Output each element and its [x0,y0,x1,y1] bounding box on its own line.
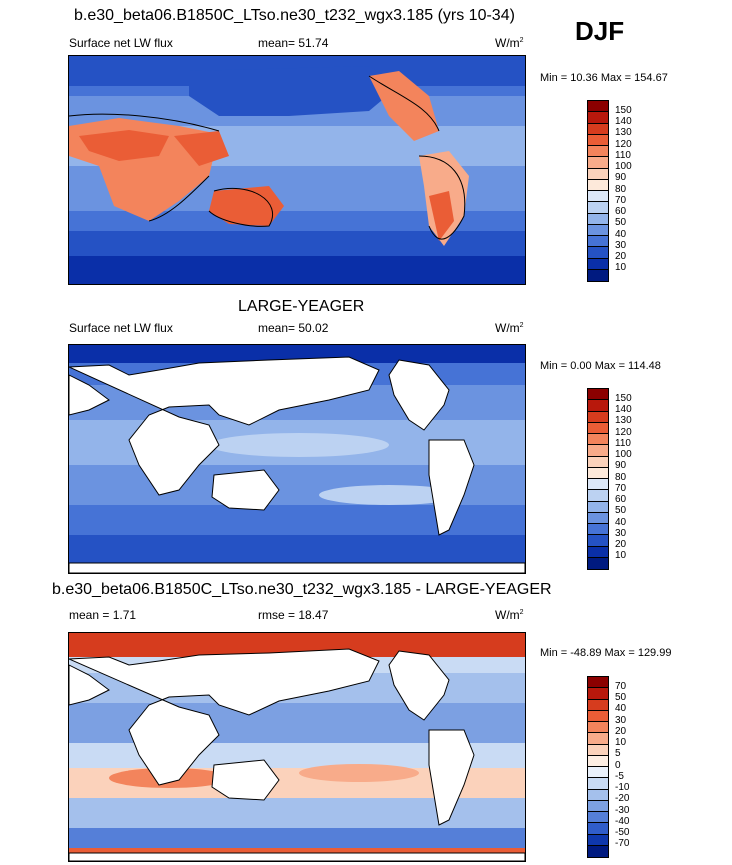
cbar-tick: 100 [615,449,632,460]
cbar-tick: 90 [615,172,627,183]
cbar-tick: 150 [615,393,632,404]
panel2-map [68,344,526,574]
cbar-tick: -10 [615,782,630,793]
cbar-tick: 110 [615,150,631,161]
cbar-tick: -70 [615,838,630,849]
cbar-tick: 10 [615,737,627,748]
cbar-tick: -30 [615,805,630,816]
cbar-tick: -20 [615,793,630,804]
panel1-unit-label: W/m2 [495,36,524,50]
cbar-tick: 30 [615,528,627,539]
panel2-map-svg [69,345,525,573]
cbar-tick: 30 [615,240,627,251]
cbar-tick: 80 [615,184,627,195]
cbar-tick: 70 [615,483,627,494]
cbar-tick: 40 [615,703,627,714]
panel3-colorbar [587,676,609,858]
cbar-tick: 10 [615,262,627,273]
cbar-tick: -5 [615,771,624,782]
panel3-unit-label: W/m2 [495,608,524,622]
cbar-tick: -40 [615,816,630,827]
cbar-tick: 80 [615,472,627,483]
panel3-minmax-label: Min = -48.89 Max = 129.99 [540,647,672,659]
panel3-title: b.e30_beta06.B1850C_LTso.ne30_t232_wgx3.… [52,581,552,598]
panel3-rmse-label: rmse = 18.47 [258,608,329,622]
panel1-variable-label: Surface net LW flux [69,36,173,50]
panel1-map [68,55,526,285]
cbar-tick: 60 [615,494,627,505]
cbar-tick: 60 [615,206,627,217]
panel3-map [68,632,526,862]
cbar-tick: 10 [615,550,627,561]
panel1-title: b.e30_beta06.B1850C_LTso.ne30_t232_wgx3.… [74,7,515,24]
cbar-tick: 110 [615,438,631,449]
panel2-title: LARGE-YEAGER [238,298,365,315]
cbar-tick: 20 [615,251,627,262]
panel1-minmax-label: Min = 10.36 Max = 154.67 [540,72,668,84]
cbar-tick: -50 [615,827,630,838]
season-label: DJF [575,16,625,46]
cbar-tick: 90 [615,460,627,471]
panel2-colorbar [587,388,609,570]
cbar-tick: 50 [615,505,627,516]
cbar-tick: 150 [615,105,632,116]
panel2-unit-label: W/m2 [495,321,524,335]
cbar-tick: 120 [615,427,632,438]
cbar-tick: 70 [615,681,627,692]
cbar-tick: 130 [615,415,632,426]
cbar-tick: 70 [615,195,627,206]
cbar-tick: 30 [615,715,627,726]
panel2-minmax-label: Min = 0.00 Max = 114.48 [540,360,661,372]
cbar-tick: 40 [615,229,627,240]
panel3-mean-label: mean = 1.71 [69,608,137,622]
cbar-tick: 40 [615,517,627,528]
cbar-tick: 5 [615,748,621,759]
panel1-colorbar [587,100,609,282]
cbar-tick: 140 [615,116,632,127]
panel2-mean-label: mean= 50.02 [258,321,329,335]
cbar-tick: 50 [615,217,627,228]
panel3-map-svg [69,633,525,861]
panel1-map-svg [69,56,525,284]
cbar-tick: 140 [615,404,632,415]
cbar-tick: 120 [615,139,632,150]
cbar-tick: 50 [615,692,627,703]
cbar-tick: 20 [615,726,627,737]
cbar-tick: 20 [615,539,627,550]
panel2-variable-label: Surface net LW flux [69,321,173,335]
cbar-tick: 100 [615,161,632,172]
cbar-tick: 0 [615,760,621,771]
cbar-tick: 130 [615,127,632,138]
panel1-mean-label: mean= 51.74 [258,36,329,50]
